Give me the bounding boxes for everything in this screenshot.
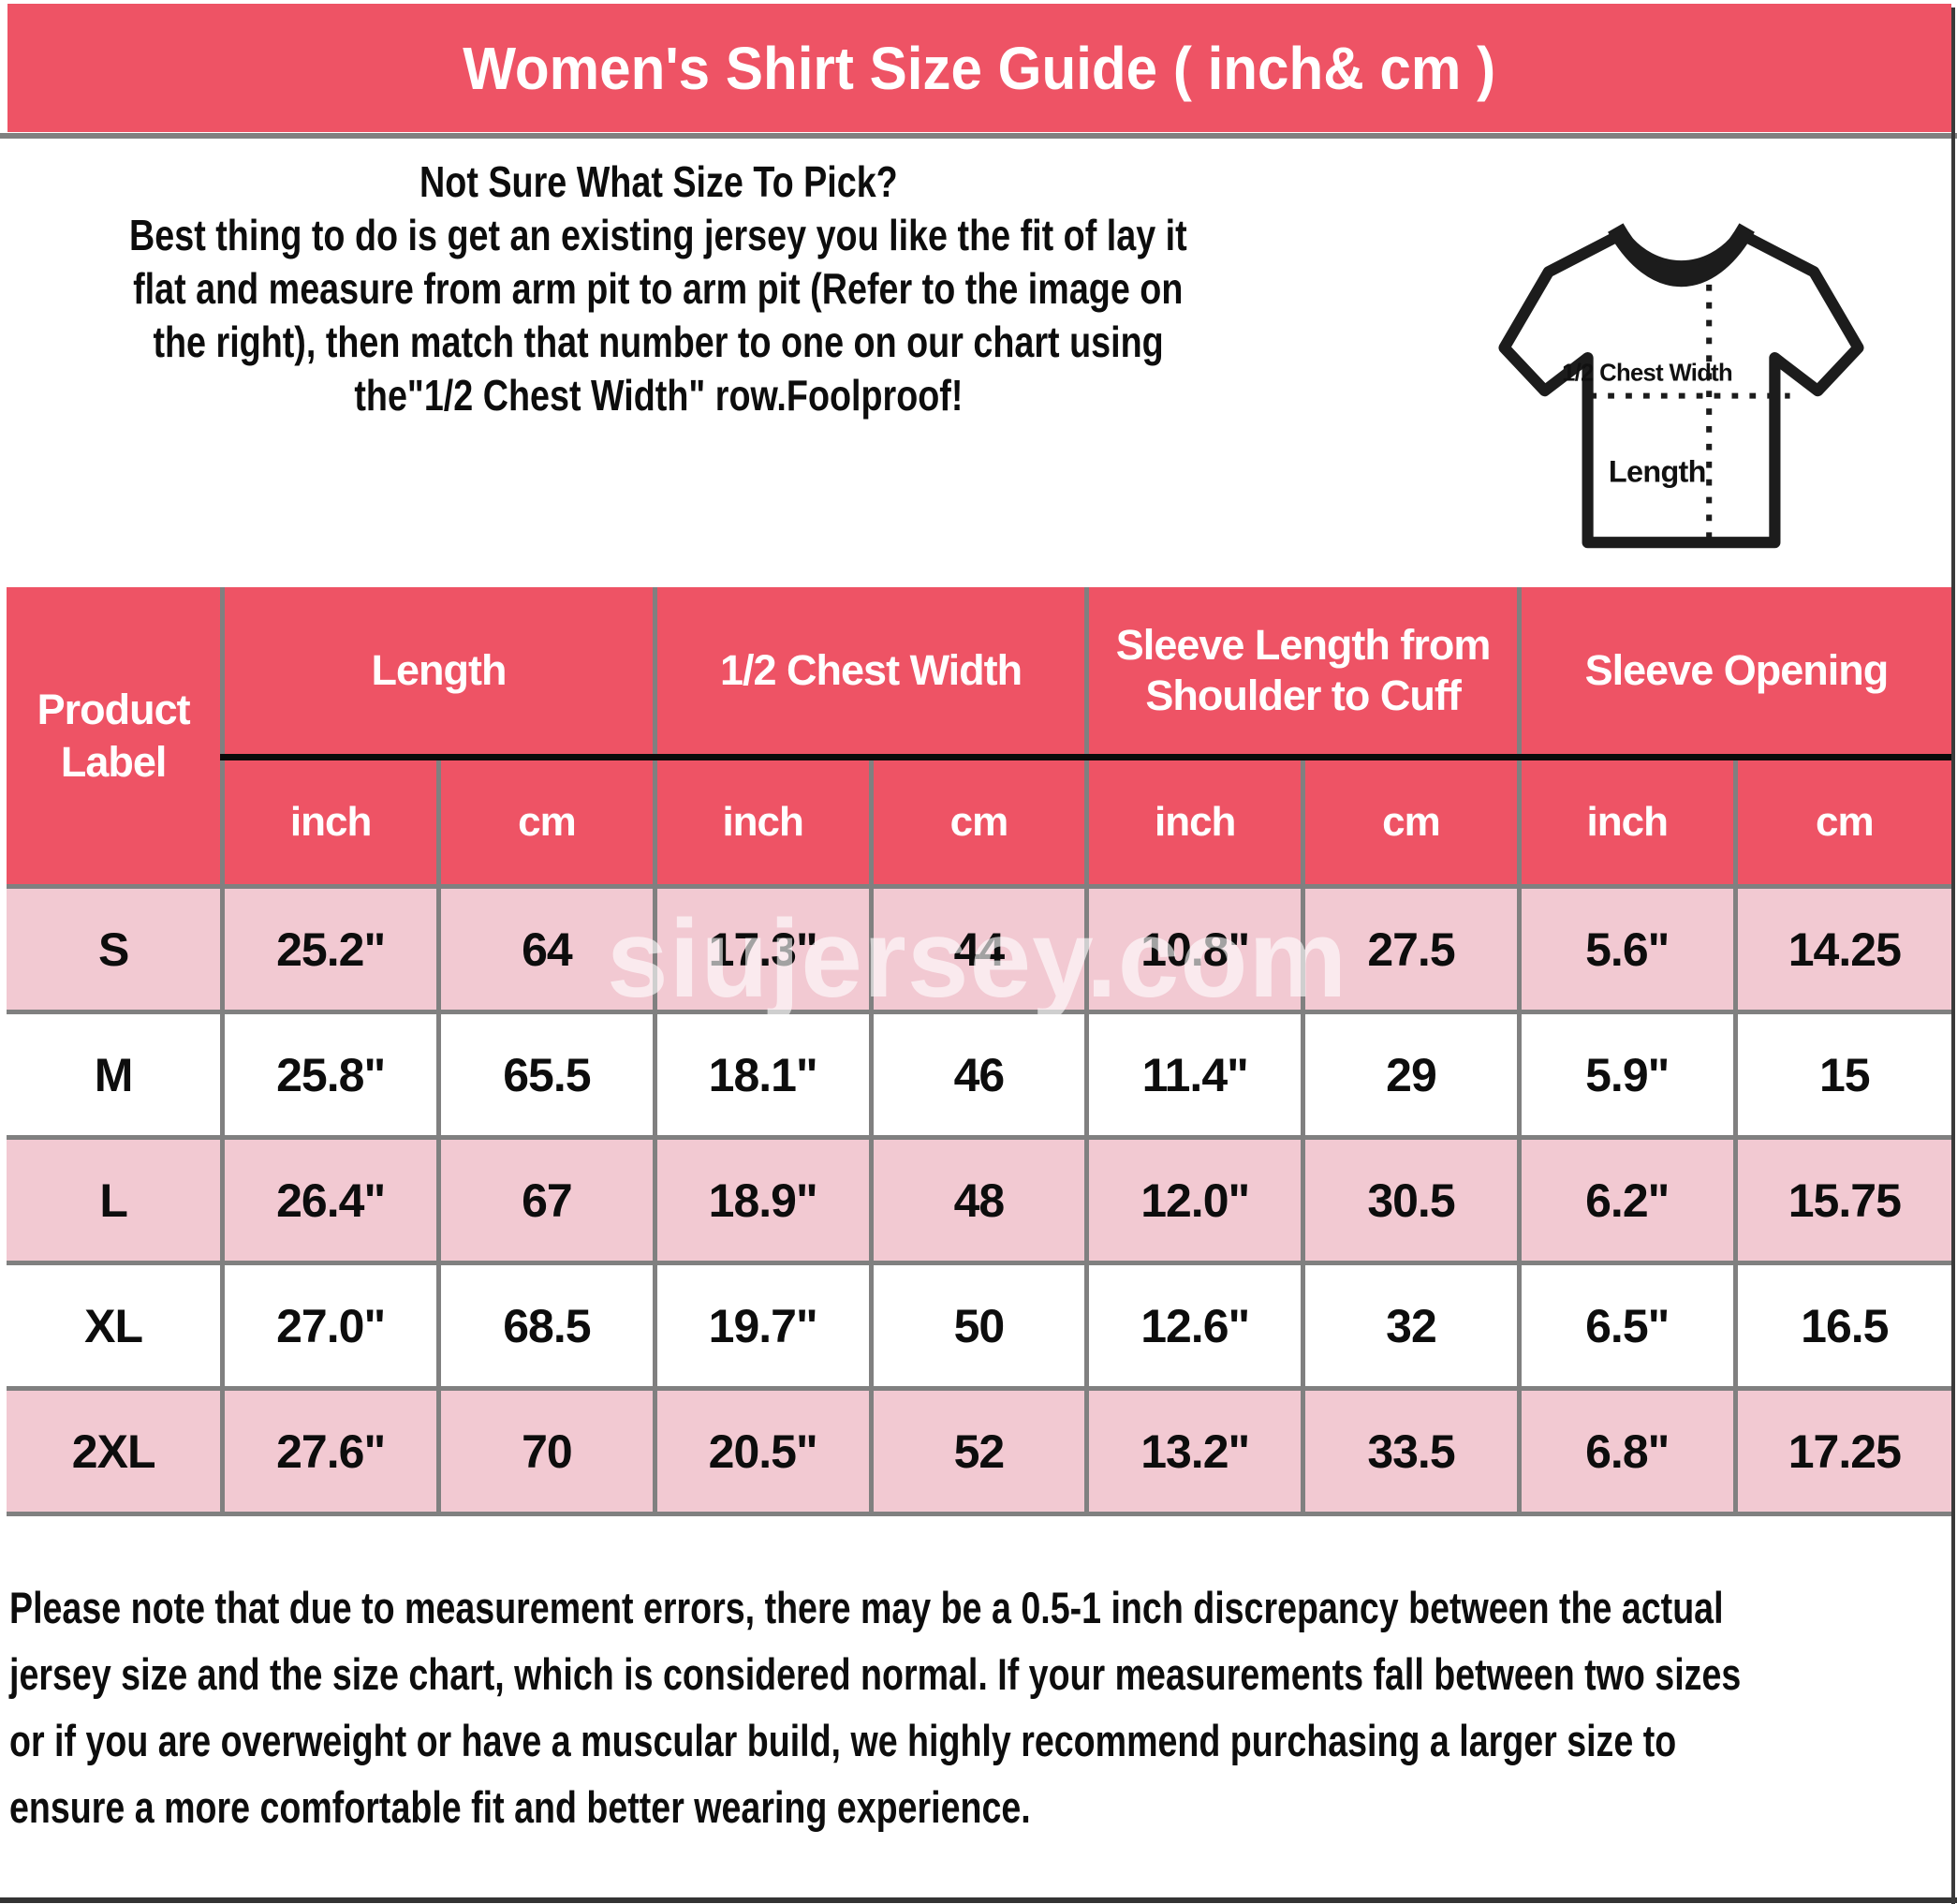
table-cell: 29 [1301,1010,1522,1140]
table-cell: 5.9" [1516,1010,1738,1140]
diagram-chest-label: 1/2 Chest Width [1562,360,1732,386]
intro-line: the"1/2 Chest Width" row.Foolproof! [353,371,964,420]
table-cell: 52 [868,1386,1090,1516]
unit-header-inch: inch [1516,754,1738,889]
table-unit-header-row: inch cm inch cm inch cm inch cm [7,754,1951,889]
intro-text: Not Sure What Size To Pick? Best thing t… [7,155,1309,422]
size-row-l: L 26.4" 67 18.9" 48 12.0" 30.5 6.2" 15.7… [7,1135,1951,1265]
table-cell: 68.5 [436,1261,657,1391]
banner-divider [0,133,1957,139]
table-cell: 5.6" [1516,884,1738,1014]
diagram-length-label: Length [1609,454,1706,488]
table-cell: 19.7" [652,1261,874,1391]
intro-section: Not Sure What Size To Pick? Best thing t… [0,139,1957,587]
size-row-m: M 25.8" 65.5 18.1" 46 11.4" 29 5.9" 15 [7,1010,1951,1140]
unit-header-inch: inch [652,754,874,889]
intro-line: flat and measure from arm pit to arm pit… [133,264,1184,313]
intro-line: Best thing to do is get an existing jers… [129,211,1187,259]
unit-header-cm: cm [1301,754,1522,889]
table-cell: 30.5 [1301,1135,1522,1265]
table-cell: 6.8" [1516,1386,1738,1516]
size-label: M [7,1010,226,1140]
table-cell: 17.3" [652,884,874,1014]
table-cell: 12.0" [1084,1135,1306,1265]
size-guide-page: Women's Shirt Size Guide ( inch& cm ) No… [0,4,1957,1904]
table-cell: 17.25 [1732,1386,1951,1516]
table-cell: 25.8" [220,1010,442,1140]
table-cell: 15.75 [1732,1135,1951,1265]
table-cell: 16.5 [1732,1261,1951,1391]
tshirt-collar [1608,223,1755,287]
unit-header-inch: inch [1084,754,1306,889]
table-cell: 44 [868,884,1090,1014]
disclaimer-line: ensure a more comfortable fit and better… [9,1782,1031,1832]
col-group-chest-width: 1/2 Chest Width [652,587,1090,760]
right-edge-line [1951,7,1955,1904]
measurement-disclaimer: Please note that due to measurement erro… [9,1574,1950,1840]
table-cell: 10.8" [1084,884,1306,1014]
size-row-s: S 25.2" 64 17.3" 44 10.8" 27.5 5.6" 14.2… [7,884,1951,1014]
table-cell: 12.6" [1084,1261,1306,1391]
col-group-length: Length [220,587,657,760]
table-cell: 27.0" [220,1261,442,1391]
table-cell: 48 [868,1135,1090,1265]
intro-line: Not Sure What Size To Pick? [419,157,898,206]
size-row-2xl: 2XL 27.6" 70 20.5" 52 13.2" 33.5 6.8" 17… [7,1386,1951,1516]
table-cell: 50 [868,1261,1090,1391]
table-group-header-row: Product Label Length 1/2 Chest Width Sle… [7,587,1951,889]
table-cell: 27.6" [220,1386,442,1516]
table-cell: 15 [1732,1010,1951,1140]
table-cell: 18.1" [652,1010,874,1140]
bottom-edge-line [0,1897,1957,1903]
corner-header-product-label: Product Label [7,587,226,889]
tshirt-measurement-diagram: 1/2 Chest Width Length [1498,223,1864,549]
unit-header-cm: cm [436,754,657,889]
disclaimer-line: or if you are overweight or have a muscu… [9,1716,1677,1765]
size-chart-table: Product Label Length 1/2 Chest Width Sle… [7,587,1951,1516]
table-cell: 20.5" [652,1386,874,1516]
table-cell: 26.4" [220,1135,442,1265]
page-title: Women's Shirt Size Guide ( inch& cm ) [463,34,1496,102]
size-row-xl: XL 27.0" 68.5 19.7" 50 12.6" 32 6.5" 16.… [7,1261,1951,1391]
table-cell: 67 [436,1135,657,1265]
table-cell: 33.5 [1301,1386,1522,1516]
col-group-sleeve-opening: Sleeve Opening [1516,587,1951,760]
unit-header-inch: inch [222,754,442,889]
size-label: XL [7,1261,226,1391]
table-cell: 25.2" [220,884,442,1014]
table-cell: 13.2" [1084,1386,1306,1516]
table-cell: 18.9" [652,1135,874,1265]
unit-header-cm: cm [1732,754,1951,889]
table-cell: 46 [868,1010,1090,1140]
disclaimer-line: jersey size and the size chart, which is… [9,1649,1742,1699]
table-cell: 6.5" [1516,1261,1738,1391]
intro-line: the right), then match that number to on… [153,317,1164,366]
table-cell: 6.2" [1516,1135,1738,1265]
size-label: L [7,1135,226,1265]
table-cell: 14.25 [1732,884,1951,1014]
table-cell: 27.5 [1301,884,1522,1014]
title-banner: Women's Shirt Size Guide ( inch& cm ) [7,4,1951,132]
table-cell: 70 [436,1386,657,1516]
size-label: 2XL [7,1386,226,1516]
size-label: S [7,884,226,1014]
col-group-sleeve-length: Sleeve Length from Shoulder to Cuff [1084,587,1522,760]
table-cell: 32 [1301,1261,1522,1391]
table-cell: 11.4" [1084,1010,1306,1140]
unit-header-cm: cm [868,754,1090,889]
disclaimer-line: Please note that due to measurement erro… [9,1583,1724,1632]
table-cell: 65.5 [436,1010,657,1140]
table-cell: 64 [436,884,657,1014]
